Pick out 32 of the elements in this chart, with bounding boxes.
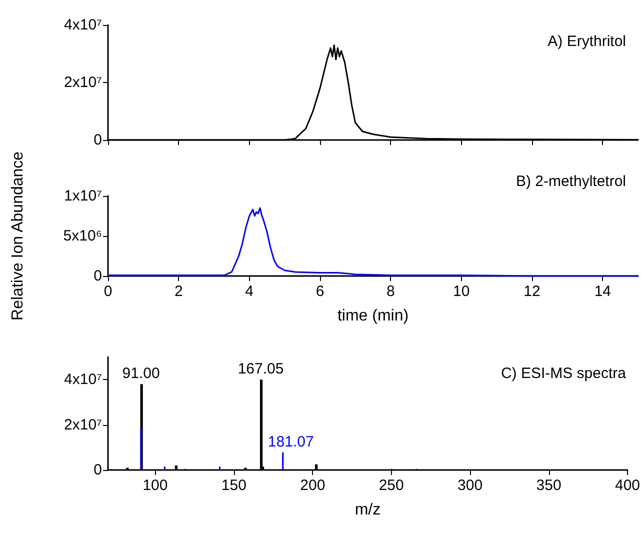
y-tick-label: 5x10⁶: [63, 227, 102, 244]
x-axis-title: m/z: [354, 502, 381, 518]
text: A) Erythritol: [548, 33, 626, 50]
x-tick-label: 300: [458, 477, 483, 494]
x-tick-label: 12: [524, 283, 540, 300]
y-tick-label: 2x10⁷: [64, 74, 102, 91]
y-tick-label: 0: [94, 462, 102, 478]
y-tick-label: 2x10⁷: [64, 416, 102, 434]
y-axis-title: Relative Ion Abundance: [10, 151, 26, 320]
x-tick-label: 100: [142, 477, 168, 494]
x-tick-label: 250: [378, 477, 404, 494]
annotation: 167.05: [238, 360, 284, 378]
x-tick-label: 6: [316, 283, 324, 300]
x-tick-label: 200: [300, 477, 326, 494]
text: C) ESI-MS spectra: [500, 365, 627, 382]
x-tick-label: 8: [386, 283, 395, 300]
annotation: 91.00: [122, 365, 160, 382]
y-tick-label: 4x10⁷: [64, 16, 102, 34]
x-tick-label: 400: [614, 477, 640, 494]
y-tick-label: 1x10⁷: [64, 187, 102, 204]
y-tick-label: 0: [94, 132, 102, 148]
x-tick-label: 4: [245, 283, 254, 300]
x-tick-label: 350: [536, 477, 562, 494]
y-tick-label: 4x10⁷: [64, 371, 102, 388]
chart-title: B) 2-methyltetrol: [516, 173, 626, 190]
x-tick-label: 2: [174, 283, 183, 300]
x-tick-label: 14: [594, 283, 612, 300]
x-axis-title: time (min): [337, 308, 409, 324]
x-tick-label: 150: [221, 477, 246, 494]
x-tick-label: 10: [452, 283, 470, 300]
annotation: 181.07: [268, 433, 314, 450]
y-tick-label: 0: [94, 268, 102, 284]
